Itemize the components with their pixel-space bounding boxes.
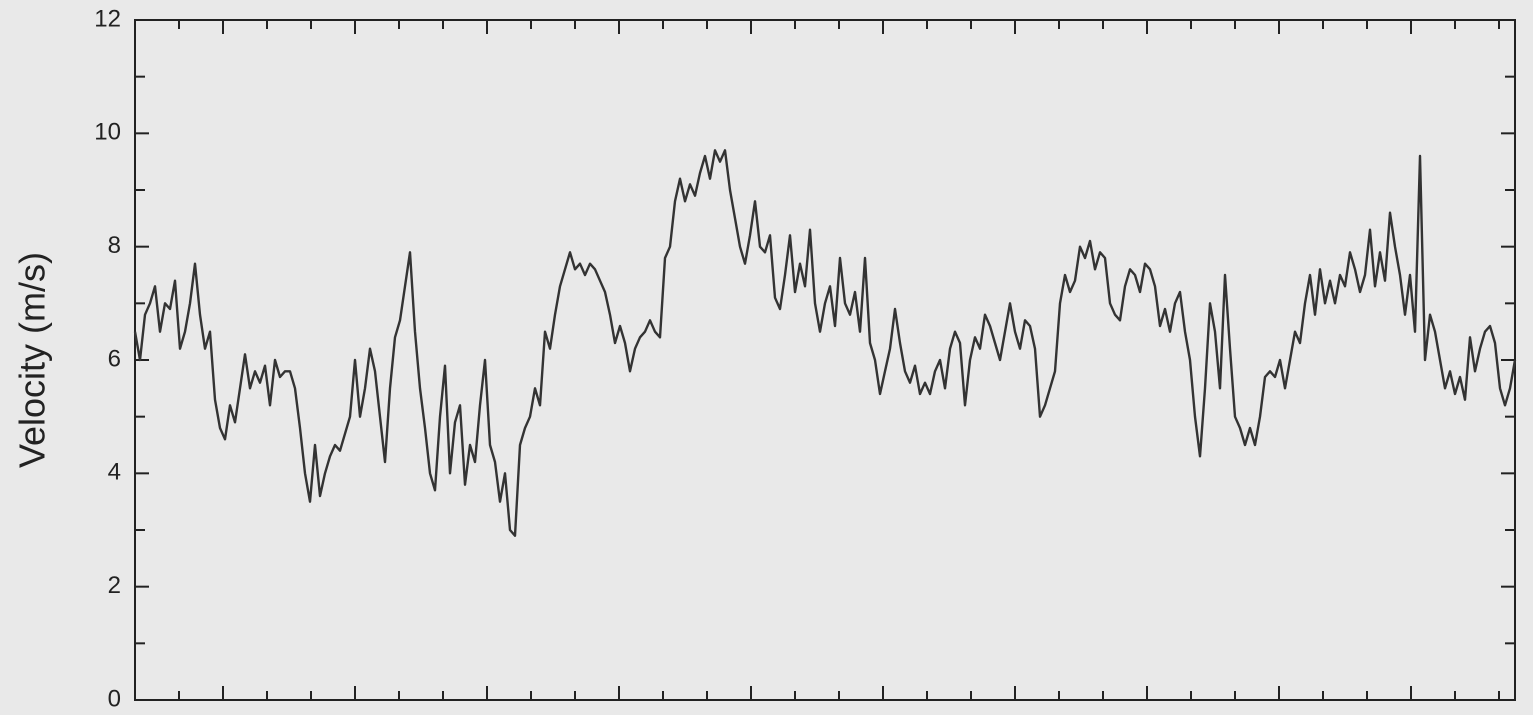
y-axis-title: Velocity (m/s) xyxy=(12,252,53,468)
y-tick-label: 10 xyxy=(94,119,121,146)
y-tick-label: 0 xyxy=(108,685,121,712)
plot-frame xyxy=(134,19,1516,701)
y-tick-label: 12 xyxy=(94,5,121,32)
data-line xyxy=(133,149,1517,537)
y-tick-label: 4 xyxy=(108,459,121,486)
y-tick-label: 6 xyxy=(108,345,121,372)
y-tick-label: 2 xyxy=(108,572,121,599)
y-tick-label: 8 xyxy=(108,232,121,259)
